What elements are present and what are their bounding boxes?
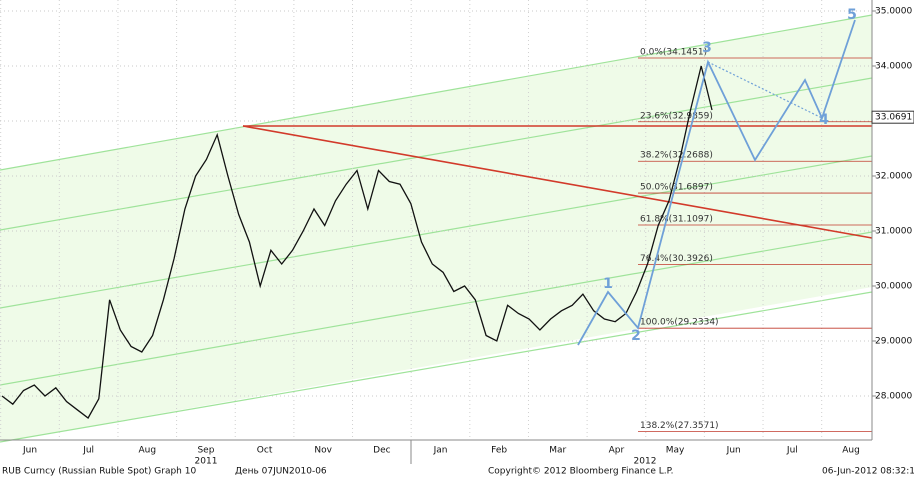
y-tick-label: 30.0000 [875,282,912,292]
fib-label: 50.0%(31.6897) [640,183,713,193]
grid [0,0,872,440]
last-price-box [871,110,914,124]
x-tick-label: Apr [609,446,625,456]
x-tick-label: Mar [549,446,566,456]
wave-path [577,19,856,346]
y-tick-label: 29.0000 [875,337,912,347]
x-tick-label: Sep [197,446,214,456]
x-tick-label: Jun [22,446,37,456]
year-label: 2012 [634,457,657,467]
wave-projection [707,61,823,119]
fib-label: 38.2%(32.2688) [640,151,713,161]
x-tick-label: Jun [726,446,741,456]
price-layer [1,65,713,419]
x-tick-label: Jul [82,446,94,456]
last-price-label: 33.0691 [875,113,912,123]
axis-labels: 28.000029.000030.000031.000032.000033.00… [22,7,914,456]
year-label: 2011 [195,457,218,467]
channel-line [0,291,873,443]
wave-label: 2 [631,328,641,344]
copyright: Copyright© 2012 Bloomberg Finance L.P. [488,467,673,477]
y-tick-label: 28.0000 [875,392,912,402]
wave-label: 4 [819,112,829,128]
subtitle: День 07JUN2010-06 [235,467,327,477]
fib-label: 23.6%(32.9859) [640,111,713,121]
y-tick-label: 35.0000 [875,7,912,17]
fib-label: 61.8%(31.1097) [640,214,713,224]
fib-label: 0.0%(34.1451) [640,48,707,58]
wave-label: 1 [603,276,613,292]
x-tick-label: Feb [491,446,507,456]
x-tick-label: Jul [786,446,798,456]
price-line [1,65,713,419]
fib-label: 138.2%(27.3571) [640,421,719,431]
x-tick-label: Oct [257,446,273,456]
x-tick-label: Aug [138,446,156,456]
channel-line [0,155,873,309]
wave-label: 3 [702,40,712,56]
y-tick-label: 32.0000 [875,172,912,182]
channel-line [0,14,873,171]
fib-label: 100.0%(29.2334) [640,318,719,328]
y-tick-label: 31.0000 [875,227,912,237]
trend-line [242,125,873,239]
channel-lines [0,14,873,443]
wave-label: 5 [847,7,857,23]
channel-line [0,231,873,386]
x-tick-label: Aug [842,446,860,456]
chart-title: RUB Curncy (Russian Ruble Spot) Graph 10 [2,467,196,477]
channel-line [0,77,873,231]
y-tick-label: 34.0000 [875,62,912,72]
x-tick-label: Dec [373,446,390,456]
x-tick-label: Jan [433,446,448,456]
timestamp: 06-Jun-2012 08:32:16 [822,467,914,477]
x-tick-label: Nov [314,446,332,456]
x-tick-label: May [666,446,685,456]
fib-label: 76.4%(30.3926) [640,254,713,264]
